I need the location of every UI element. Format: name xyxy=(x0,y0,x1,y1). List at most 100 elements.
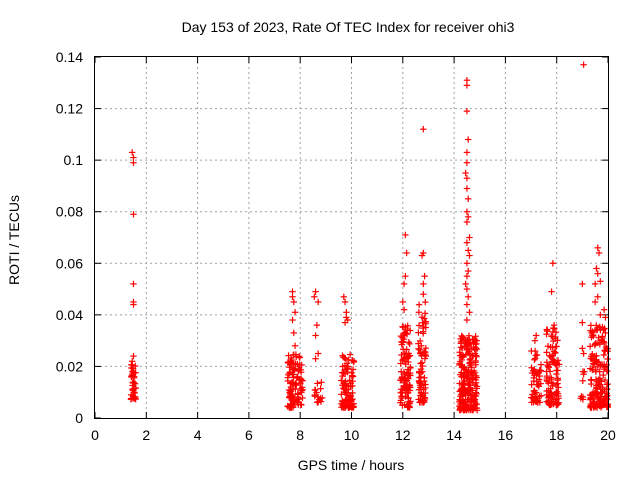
data-point xyxy=(600,351,607,359)
data-point xyxy=(416,379,423,387)
data-point xyxy=(400,355,407,363)
data-point xyxy=(550,337,557,345)
data-point xyxy=(463,301,471,308)
data-point xyxy=(593,358,600,365)
data-point xyxy=(298,384,306,391)
data-point xyxy=(588,334,595,341)
data-point xyxy=(415,329,422,336)
data-point xyxy=(128,358,136,365)
data-point xyxy=(130,385,138,392)
data-point xyxy=(349,373,356,380)
data-point xyxy=(579,280,586,288)
data-point xyxy=(545,393,553,400)
data-point xyxy=(466,309,473,316)
data-point xyxy=(470,395,478,403)
data-point xyxy=(529,367,537,375)
data-point xyxy=(312,332,319,339)
data-point xyxy=(419,368,426,375)
data-point xyxy=(294,399,301,406)
data-point xyxy=(399,298,406,306)
y-tick-label: 0.02 xyxy=(56,358,83,374)
data-point xyxy=(419,330,427,337)
data-point xyxy=(553,388,561,395)
data-point xyxy=(467,355,474,362)
data-point xyxy=(406,352,414,359)
data-point xyxy=(463,373,470,380)
data-point xyxy=(130,280,137,288)
data-point xyxy=(456,406,463,413)
data-point xyxy=(543,349,550,356)
data-point xyxy=(595,249,603,257)
x-tick-label: 0 xyxy=(91,427,99,443)
data-point xyxy=(400,280,408,288)
data-point xyxy=(340,293,348,301)
y-tick-label: 0.14 xyxy=(56,49,83,65)
data-point xyxy=(588,366,596,373)
data-point xyxy=(463,260,471,267)
data-point xyxy=(602,314,609,321)
data-point xyxy=(604,355,611,363)
data-point xyxy=(415,322,423,329)
data-point xyxy=(291,366,298,374)
x-tick-label: 4 xyxy=(194,427,202,443)
data-point xyxy=(349,389,356,397)
data-point xyxy=(421,310,429,317)
data-point xyxy=(288,356,295,364)
data-point xyxy=(401,332,408,339)
data-point xyxy=(420,322,427,330)
data-point xyxy=(289,316,296,324)
data-point xyxy=(457,352,465,359)
data-point xyxy=(588,353,595,360)
data-point xyxy=(600,365,608,373)
data-point xyxy=(463,185,471,192)
data-point xyxy=(415,301,423,308)
data-point xyxy=(544,328,551,335)
data-point xyxy=(543,331,550,338)
data-point xyxy=(549,358,556,366)
data-point xyxy=(555,392,562,400)
data-point xyxy=(298,401,305,409)
y-tick-label: 0.04 xyxy=(56,307,83,323)
data-point xyxy=(422,318,430,326)
data-point xyxy=(457,335,464,343)
data-point xyxy=(465,195,472,203)
data-point xyxy=(592,376,600,383)
data-point xyxy=(465,340,472,348)
data-point xyxy=(579,393,587,401)
data-point xyxy=(398,341,406,348)
data-point xyxy=(457,344,465,351)
data-point xyxy=(130,369,138,377)
data-point xyxy=(552,333,559,341)
data-point xyxy=(130,352,137,360)
data-point xyxy=(463,239,471,246)
data-point xyxy=(593,390,600,397)
data-point xyxy=(420,126,427,133)
data-point xyxy=(284,377,292,385)
data-point xyxy=(462,169,469,177)
data-point xyxy=(404,325,411,333)
data-point xyxy=(460,385,467,392)
data-point xyxy=(534,369,541,377)
data-point xyxy=(288,379,295,386)
data-point xyxy=(463,159,471,166)
data-point xyxy=(456,358,464,365)
data-point xyxy=(406,340,413,348)
data-point xyxy=(404,372,411,379)
data-point xyxy=(465,247,472,254)
data-point xyxy=(466,360,473,367)
data-point xyxy=(130,301,137,308)
data-point xyxy=(421,394,428,401)
data-point xyxy=(284,403,291,410)
data-point xyxy=(532,389,540,396)
data-point xyxy=(554,367,561,374)
data-point xyxy=(400,324,407,331)
data-point xyxy=(400,306,408,313)
data-point xyxy=(462,401,470,408)
data-point xyxy=(349,366,357,373)
data-point xyxy=(543,376,551,384)
data-point xyxy=(604,400,611,408)
data-point xyxy=(471,350,479,357)
data-point xyxy=(592,339,600,347)
data-point xyxy=(587,402,595,409)
data-point xyxy=(456,396,463,404)
